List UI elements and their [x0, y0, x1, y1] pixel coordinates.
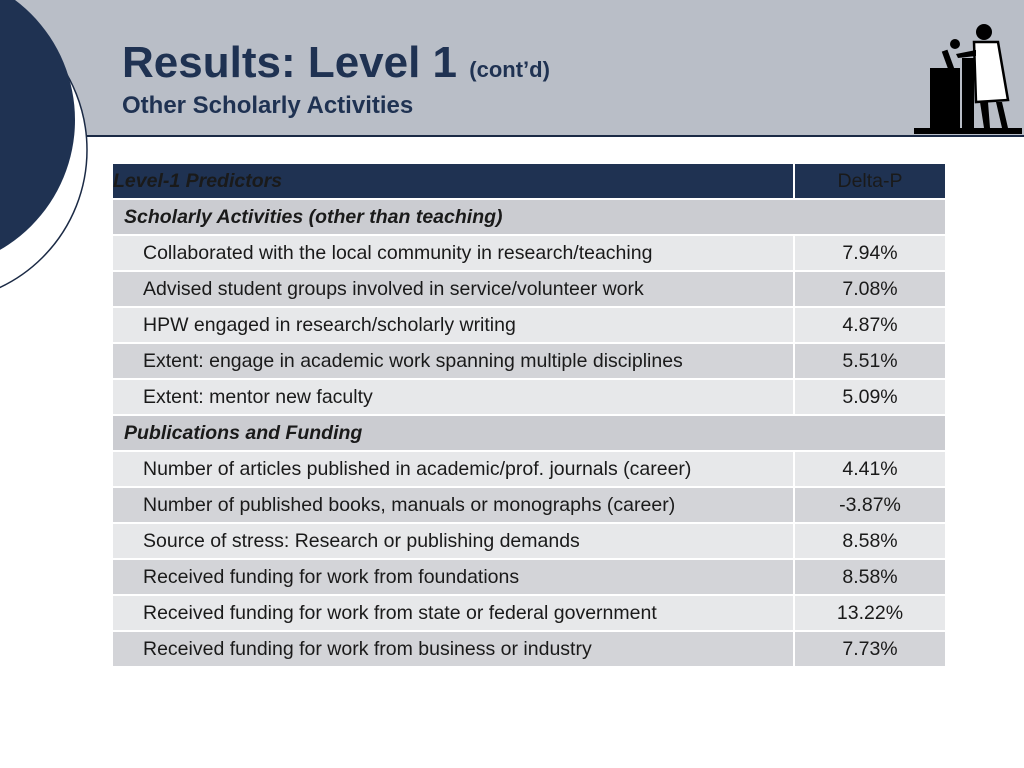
- scientist-with-microscope-icon: [914, 24, 1022, 134]
- table-row: Advised student groups involved in servi…: [111, 270, 947, 308]
- table-row: Number of articles published in academic…: [111, 450, 947, 488]
- predictor-cell: Advised student groups involved in servi…: [111, 270, 795, 308]
- predictor-cell: Number of published books, manuals or mo…: [111, 486, 795, 524]
- table-row: Extent: engage in academic work spanning…: [111, 342, 947, 380]
- table-row: Source of stress: Research or publishing…: [111, 522, 947, 560]
- predictor-cell: Extent: mentor new faculty: [111, 378, 795, 416]
- results-table: Level-1 Predictors Delta-P Scholarly Act…: [111, 162, 947, 668]
- table-row: Collaborated with the local community in…: [111, 234, 947, 272]
- table-row: HPW engaged in research/scholarly writin…: [111, 306, 947, 344]
- section-title: Scholarly Activities (other than teachin…: [111, 198, 947, 236]
- section-row: Publications and Funding: [111, 414, 947, 452]
- table-row: Received funding for work from foundatio…: [111, 558, 947, 596]
- title-text: Results: Level 1: [122, 38, 458, 87]
- delta-cell: 8.58%: [793, 558, 947, 596]
- table-row: Number of published books, manuals or mo…: [111, 486, 947, 524]
- delta-cell: 7.08%: [793, 270, 947, 308]
- delta-cell: 13.22%: [793, 594, 947, 632]
- delta-cell: 7.94%: [793, 234, 947, 272]
- delta-cell: 8.58%: [793, 522, 947, 560]
- title-suffix: (cont’d): [469, 57, 550, 82]
- header-predictors: Level-1 Predictors: [111, 162, 795, 200]
- predictor-cell: HPW engaged in research/scholarly writin…: [111, 306, 795, 344]
- predictor-cell: Number of articles published in academic…: [111, 450, 795, 488]
- table-row: Extent: mentor new faculty 5.09%: [111, 378, 947, 416]
- delta-cell: 5.51%: [793, 342, 947, 380]
- section-row: Scholarly Activities (other than teachin…: [111, 198, 947, 236]
- table-row: Received funding for work from business …: [111, 630, 947, 668]
- delta-cell: 5.09%: [793, 378, 947, 416]
- predictor-cell: Received funding for work from foundatio…: [111, 558, 795, 596]
- decorative-circles: [0, 0, 88, 289]
- predictor-cell: Source of stress: Research or publishing…: [111, 522, 795, 560]
- predictor-cell: Extent: engage in academic work spanning…: [111, 342, 795, 380]
- delta-cell: 4.87%: [793, 306, 947, 344]
- table-row: Received funding for work from state or …: [111, 594, 947, 632]
- header-band: [0, 0, 1024, 137]
- page-title: Results: Level 1 (cont’d): [122, 38, 550, 88]
- table-header-row: Level-1 Predictors Delta-P: [111, 162, 947, 200]
- delta-cell: 7.73%: [793, 630, 947, 668]
- delta-cell: -3.87%: [793, 486, 947, 524]
- section-title: Publications and Funding: [111, 414, 947, 452]
- page-subtitle: Other Scholarly Activities: [122, 92, 414, 119]
- predictor-cell: Received funding for work from business …: [111, 630, 795, 668]
- predictor-cell: Collaborated with the local community in…: [111, 234, 795, 272]
- header-delta-p: Delta-P: [793, 162, 947, 200]
- delta-cell: 4.41%: [793, 450, 947, 488]
- predictor-cell: Received funding for work from state or …: [111, 594, 795, 632]
